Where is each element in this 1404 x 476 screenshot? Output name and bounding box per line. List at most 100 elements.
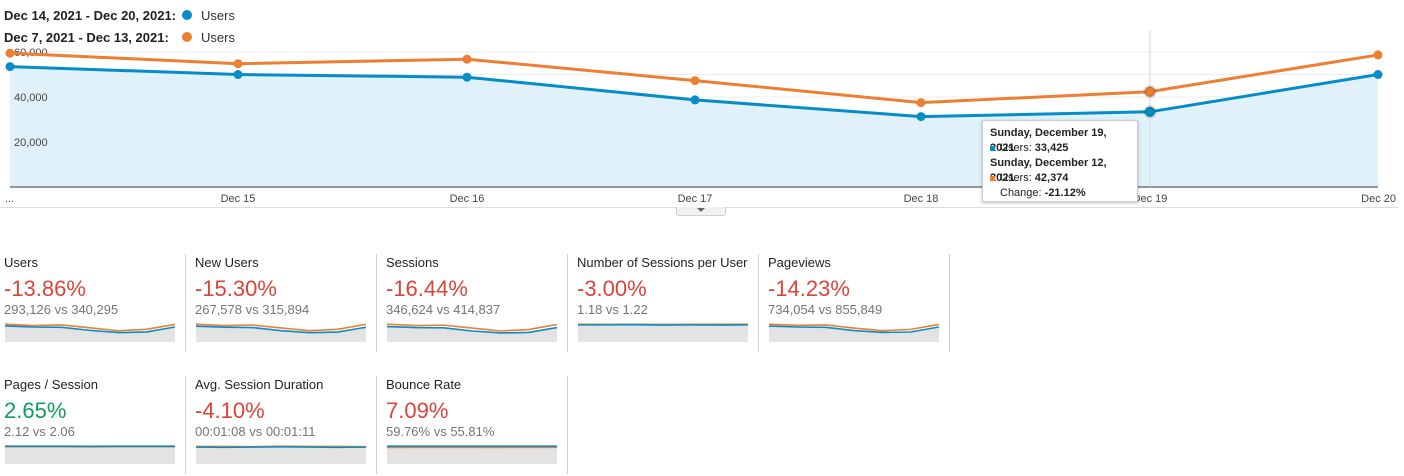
x-tick-label: Dec 16 — [450, 193, 485, 205]
scorecard-pages-per-session[interactable]: Pages / Session 2.65% 2.12 vs 2.06 — [0, 376, 186, 474]
tooltip-metric-label: Users: — [1000, 142, 1032, 154]
scorecard-sessions-per-user[interactable]: Number of Sessions per User -3.00% 1.18 … — [573, 254, 759, 352]
scorecard-comparison: 1.18 vs 1.22 — [577, 302, 648, 317]
sparkline-current — [5, 325, 175, 334]
scorecard-comparison: 293,126 vs 340,295 — [4, 302, 119, 317]
series-swatch-icon — [990, 146, 995, 151]
scorecard-title: Sessions — [386, 255, 439, 270]
chart-legend: Dec 14, 2021 - Dec 20, 2021: Users Dec 7… — [4, 4, 235, 48]
data-point-previous — [916, 98, 926, 108]
scorecard-title: Pageviews — [768, 255, 831, 270]
sparkline-area — [196, 446, 366, 464]
data-point-current — [5, 62, 15, 72]
scorecard-title: Number of Sessions per User — [577, 255, 748, 270]
scorecard-sparkline — [5, 323, 175, 342]
legend-metric-label: Users — [201, 29, 235, 45]
tooltip-date-previous: Sunday, December 12, 2021 — [990, 157, 1107, 184]
sparkline-area — [387, 326, 557, 342]
data-point-previous — [1143, 85, 1157, 99]
sparkline-area — [5, 446, 175, 464]
scorecard-pageviews[interactable]: Pageviews -14.23% 734,054 vs 855,849 — [764, 254, 950, 352]
scorecard-change: 7.09% — [386, 398, 449, 423]
scorecard-change: 2.65% — [4, 398, 67, 423]
scorecard-title: Users — [4, 255, 38, 270]
data-point-previous — [690, 76, 700, 86]
y-tick-label: 40,000 — [14, 92, 48, 104]
scorecard-change: -13.86% — [4, 276, 86, 301]
sparkline-current — [387, 325, 557, 334]
scorecard-sparkline — [387, 445, 557, 464]
sparkline-area — [769, 326, 939, 342]
data-point-previous — [462, 54, 472, 64]
scorecard-comparison: 2.12 vs 2.06 — [4, 424, 75, 439]
scorecard-comparison: 267,578 vs 315,894 — [195, 302, 310, 317]
scorecard-sparkline — [769, 323, 939, 342]
sparkline-previous — [387, 323, 557, 332]
x-tick-label: Dec 15 — [221, 193, 256, 205]
legend-date-range: Dec 7, 2021 - Dec 13, 2021: — [4, 29, 169, 45]
sparkline-area — [387, 446, 557, 464]
sparkline-area — [196, 326, 366, 342]
scorecard-users[interactable]: Users -13.86% 293,126 vs 340,295 — [0, 254, 186, 352]
data-point-current — [462, 72, 472, 82]
data-point-current — [690, 95, 700, 105]
scorecard-title: Avg. Session Duration — [195, 377, 324, 392]
scorecard-comparison: 59.76% vs 55.81% — [386, 424, 495, 439]
legend-previous-period[interactable]: Dec 7, 2021 - Dec 13, 2021: Users — [4, 26, 235, 48]
legend-date-range: Dec 14, 2021 - Dec 20, 2021: — [4, 7, 177, 23]
sparkline-area — [578, 324, 748, 342]
scorecard-sparkline — [387, 323, 557, 342]
x-tick-label: Dec 19 — [1133, 193, 1168, 205]
scorecard-title: New Users — [195, 255, 259, 270]
tooltip-change-value: -21.12% — [1044, 187, 1086, 199]
tooltip-metric-value: 33,425 — [1034, 142, 1069, 154]
chart-resize-handle[interactable] — [676, 207, 726, 216]
tooltip-previous-users: Users: 42,374 — [990, 171, 1130, 186]
legend-metric-label: Users — [201, 7, 235, 23]
tooltip-date-current: Sunday, December 19, 2021 — [990, 127, 1107, 154]
tooltip-change-label: Change: — [1000, 187, 1042, 199]
scorecard-new-users[interactable]: New Users -15.30% 267,578 vs 315,894 — [191, 254, 377, 352]
scorecard-change: -16.44% — [386, 276, 468, 301]
data-point-current — [916, 112, 926, 122]
chevron-down-icon — [697, 208, 705, 212]
scorecard-change: -3.00% — [577, 276, 647, 301]
scorecard-change: -14.23% — [768, 276, 850, 301]
series-swatch-icon — [990, 176, 995, 181]
scorecard-change: -15.30% — [195, 276, 277, 301]
data-point-previous — [5, 48, 15, 58]
sparkline-area — [5, 325, 175, 342]
data-point-previous — [233, 59, 243, 69]
scorecard-avg-session-duration[interactable]: Avg. Session Duration -4.10% 00:01:08 vs… — [191, 376, 377, 474]
sparkline-current — [769, 325, 939, 334]
scorecard-change: -4.10% — [195, 398, 265, 423]
data-point-previous — [1373, 50, 1383, 60]
data-point-current — [1143, 105, 1157, 119]
sparkline-previous — [769, 323, 939, 332]
scorecard-title: Bounce Rate — [386, 377, 462, 392]
scorecard-comparison: 734,054 vs 855,849 — [768, 302, 883, 317]
data-point-current — [1373, 70, 1383, 79]
tooltip-metric-value: 42,374 — [1034, 172, 1069, 184]
data-point-current — [233, 70, 243, 79]
y-tick-label: 20,000 — [14, 137, 48, 149]
legend-current-period[interactable]: Dec 14, 2021 - Dec 20, 2021: Users — [4, 4, 235, 26]
scorecard-sessions[interactable]: Sessions -16.44% 346,624 vs 414,837 — [382, 254, 568, 352]
legend-dot-icon — [182, 10, 192, 20]
scorecard-sparkline — [578, 323, 748, 342]
scorecard-bounce-rate[interactable]: Bounce Rate 7.09% 59.76% vs 55.81% — [382, 376, 568, 474]
scorecard-sparkline — [196, 445, 366, 464]
x-tick-label: ... — [5, 193, 14, 205]
sparkline-previous — [196, 323, 366, 332]
sparkline-current — [196, 325, 366, 334]
scorecard-title: Pages / Session — [4, 377, 98, 392]
sparkline-previous — [5, 323, 175, 332]
tooltip-change: Change: -21.12% — [990, 186, 1130, 201]
scorecard-comparison: 00:01:08 vs 00:01:11 — [195, 424, 316, 439]
scorecard-sparkline — [5, 445, 175, 464]
tooltip-current-users: Users: 33,425 — [990, 141, 1130, 156]
scorecard-sparkline — [196, 323, 366, 342]
chart-tooltip: Sunday, December 19, 2021 Users: 33,425 … — [982, 120, 1138, 202]
legend-dot-icon — [182, 32, 192, 42]
